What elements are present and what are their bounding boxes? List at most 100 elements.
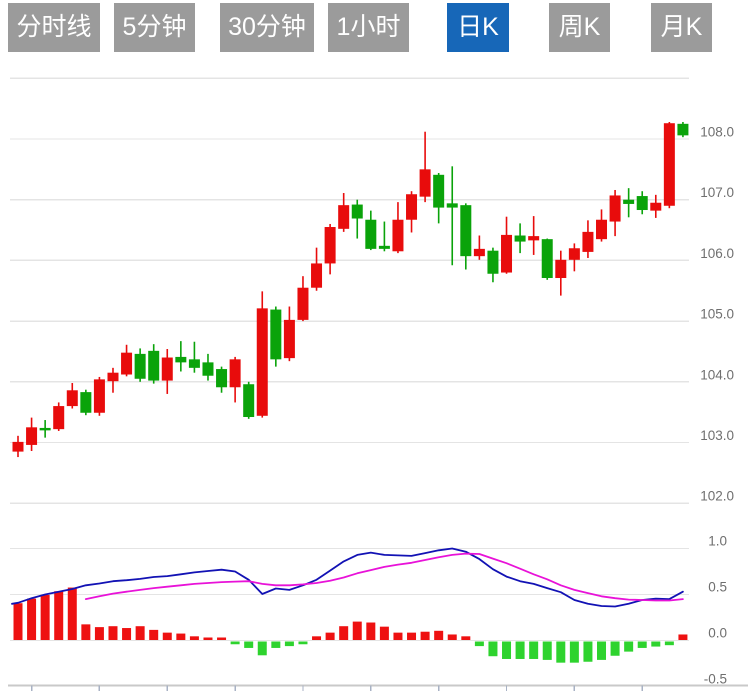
candle-body: [26, 427, 38, 445]
candle-body: [378, 245, 390, 249]
macd-bar-negative: [583, 641, 593, 662]
candle-body: [66, 390, 78, 407]
dea-line: [84, 552, 684, 602]
price-axis-label: 102.0: [700, 489, 734, 504]
macd-bar-positive: [203, 637, 213, 640]
candle-body: [134, 353, 146, 379]
candle-body: [311, 263, 323, 288]
candle: [582, 220, 594, 258]
macd-bar-positive: [393, 632, 403, 640]
candle: [609, 189, 621, 237]
candle: [270, 306, 282, 367]
macd-bar-positive: [94, 627, 104, 640]
tab-1hour[interactable]: 1小时: [328, 3, 409, 52]
macd-bar-positive: [81, 624, 91, 640]
macd-bar-negative: [284, 641, 294, 647]
candle: [392, 202, 404, 254]
candle-body: [609, 195, 621, 222]
candle: [134, 348, 146, 382]
candle-body: [107, 372, 119, 382]
tab-30min[interactable]: 30分钟: [220, 3, 314, 52]
candle: [107, 367, 119, 393]
macd-bar-positive: [678, 634, 688, 640]
macd-bar-negative: [610, 641, 620, 656]
macd-bar-positive: [13, 603, 23, 640]
candle-body: [541, 239, 553, 279]
price-axis-label: 108.0: [700, 125, 734, 140]
macd-bar-positive: [434, 630, 444, 640]
candle: [53, 402, 65, 431]
candle-wick: [356, 199, 359, 239]
candle: [148, 344, 160, 384]
macd-histogram-layer: [13, 587, 688, 663]
candle: [161, 349, 173, 394]
macd-bar-negative: [230, 641, 240, 645]
candle: [283, 306, 295, 362]
candle-body: [568, 248, 580, 260]
candle-body: [324, 227, 336, 264]
axis-labels: 108.0 107.0 106.0 105.0 104.0 103.0 102.0 1.0 0.…: [700, 125, 734, 687]
candle-body: [53, 406, 65, 430]
candle: [39, 420, 51, 438]
candle-body: [460, 205, 472, 257]
macd-axis-label: 1.0: [708, 534, 727, 549]
macd-bar-positive: [135, 626, 145, 640]
tab-time-line[interactable]: 分时线: [8, 3, 100, 52]
candle-wick: [532, 216, 535, 255]
macd-bar-positive: [325, 632, 335, 640]
macd-bar-negative: [624, 641, 634, 652]
macd-bar-positive: [366, 622, 376, 640]
candle-body: [351, 204, 363, 219]
macd-bar-positive: [407, 632, 417, 640]
candle-body: [175, 356, 187, 363]
candle: [677, 122, 689, 138]
candle: [568, 243, 580, 272]
candle-body: [270, 309, 282, 360]
candle-body: [12, 441, 24, 452]
macd-bar-negative: [271, 641, 281, 648]
macd-bar-positive: [352, 621, 362, 640]
candle-body: [283, 319, 295, 359]
macd-bar-positive: [339, 626, 349, 640]
macd-bar-negative: [542, 641, 552, 660]
macd-bar-negative: [488, 641, 498, 657]
candle: [202, 353, 214, 381]
macd-bar-positive: [420, 631, 430, 640]
macd-axis-label: 0.0: [708, 626, 727, 641]
candle-wick: [180, 341, 182, 372]
candle-body: [596, 219, 608, 240]
macd-bar-negative: [257, 641, 267, 656]
candle-body: [243, 384, 255, 418]
macd-bar-positive: [461, 636, 471, 640]
macd-bar-positive: [176, 633, 186, 640]
candle-body: [623, 199, 635, 204]
candle-body: [677, 123, 689, 136]
candle: [311, 247, 323, 291]
candle: [175, 341, 187, 372]
candle: [351, 199, 363, 239]
candle-body: [338, 205, 350, 229]
macd-bar-positive: [108, 626, 118, 640]
macd-bar-positive: [149, 629, 159, 640]
candle: [256, 291, 268, 418]
candle: [26, 417, 38, 451]
candle-body: [487, 250, 499, 274]
macd-bar-negative: [637, 641, 647, 648]
candle-body: [650, 202, 662, 211]
macd-bar-negative: [529, 641, 539, 659]
candle: [636, 191, 648, 215]
macd-bar-positive: [67, 587, 77, 640]
candle-body: [39, 427, 51, 431]
macd-bar-negative: [597, 641, 607, 660]
candle-body: [256, 308, 268, 416]
tab-monthly-k[interactable]: 月K: [651, 3, 712, 52]
tab-weekly-k[interactable]: 周K: [549, 3, 610, 52]
candle: [338, 193, 350, 232]
tab-daily-k[interactable]: 日K: [447, 3, 509, 52]
candle: [121, 344, 133, 377]
candle-wick: [424, 131, 426, 203]
tab-5min[interactable]: 5分钟: [114, 3, 195, 52]
price-axis-label: 103.0: [700, 428, 734, 443]
macd-bar-positive: [162, 632, 172, 640]
